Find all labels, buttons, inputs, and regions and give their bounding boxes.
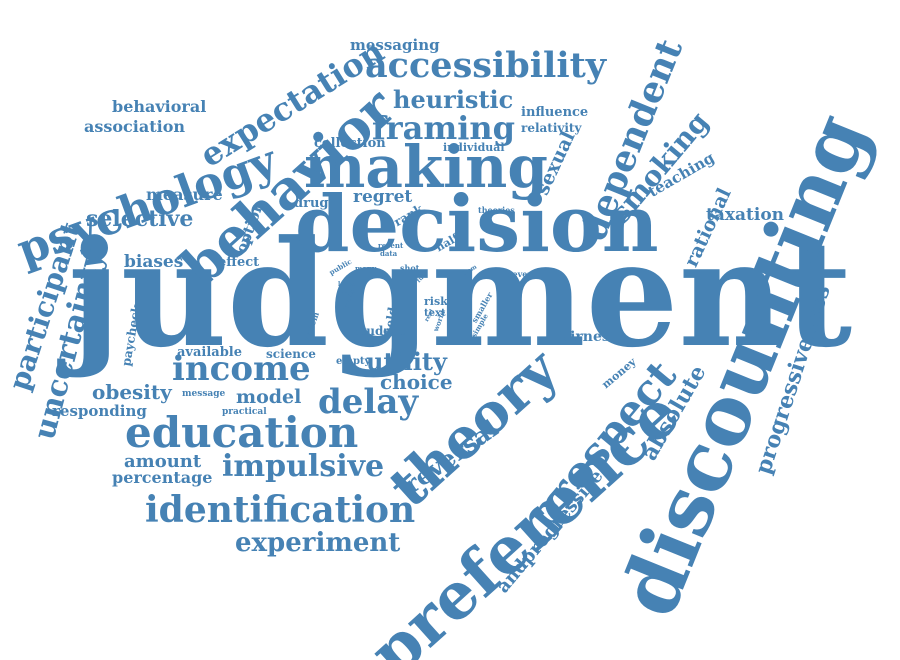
word-individual: individual	[443, 141, 505, 154]
word-association: association	[84, 117, 186, 136]
word-judgment: judgment	[68, 209, 853, 380]
word-more: more	[338, 288, 356, 295]
word-practical: practical	[222, 407, 267, 417]
word-experiment: experiment	[235, 528, 401, 558]
word-obesity: obesity	[92, 380, 172, 404]
word-collection: collection	[314, 136, 386, 151]
word-message: message	[182, 389, 226, 399]
word-data: data	[380, 249, 398, 258]
word-text: text	[424, 308, 446, 319]
word-recent: recent	[378, 241, 404, 250]
word-framing: framing	[372, 109, 516, 147]
word-effect: effect	[218, 255, 260, 270]
word-regret: regret	[353, 187, 413, 207]
word-making: making	[304, 133, 548, 201]
word-selective: selective	[86, 206, 194, 232]
word-measure: measure	[146, 185, 223, 204]
word-impulsive: impulsive	[222, 449, 385, 484]
word-percentage: percentage	[112, 468, 213, 487]
word-amount: amount	[124, 451, 202, 472]
word-influence: influence	[521, 105, 589, 120]
word-science: science	[266, 347, 316, 361]
word-relativity: relativity	[521, 121, 582, 135]
word-theories: theories	[478, 205, 515, 215]
word-behavioral: behavioral	[112, 97, 207, 116]
word-decision: decision	[295, 179, 659, 270]
word-risk: risk	[424, 295, 448, 308]
word-drug: drug	[294, 196, 329, 211]
word-delay: delay	[318, 382, 419, 422]
word-several: several	[508, 269, 540, 279]
word-education: education	[125, 408, 359, 457]
word-biases: biases	[124, 252, 184, 272]
word-identification: identification	[145, 489, 416, 531]
word-loose: loose	[338, 281, 356, 288]
word-taxation: taxation	[706, 205, 785, 225]
word-messaging: messaging	[350, 36, 440, 54]
word-choice: choice	[380, 370, 453, 394]
word-income: income	[172, 349, 311, 389]
word-heuristic: heuristic	[393, 85, 514, 114]
word-accessibility: accessibility	[365, 45, 607, 86]
word-student: student	[354, 324, 406, 338]
word-empty: empty	[336, 356, 371, 367]
word-shot: shot	[400, 263, 420, 273]
word-many: many	[355, 264, 377, 273]
word-model: model	[236, 386, 302, 408]
word-fairness: fairness	[555, 329, 618, 345]
word-utility: utility	[366, 347, 447, 376]
word-responding: responding	[52, 402, 147, 420]
word-available: available	[177, 345, 242, 360]
